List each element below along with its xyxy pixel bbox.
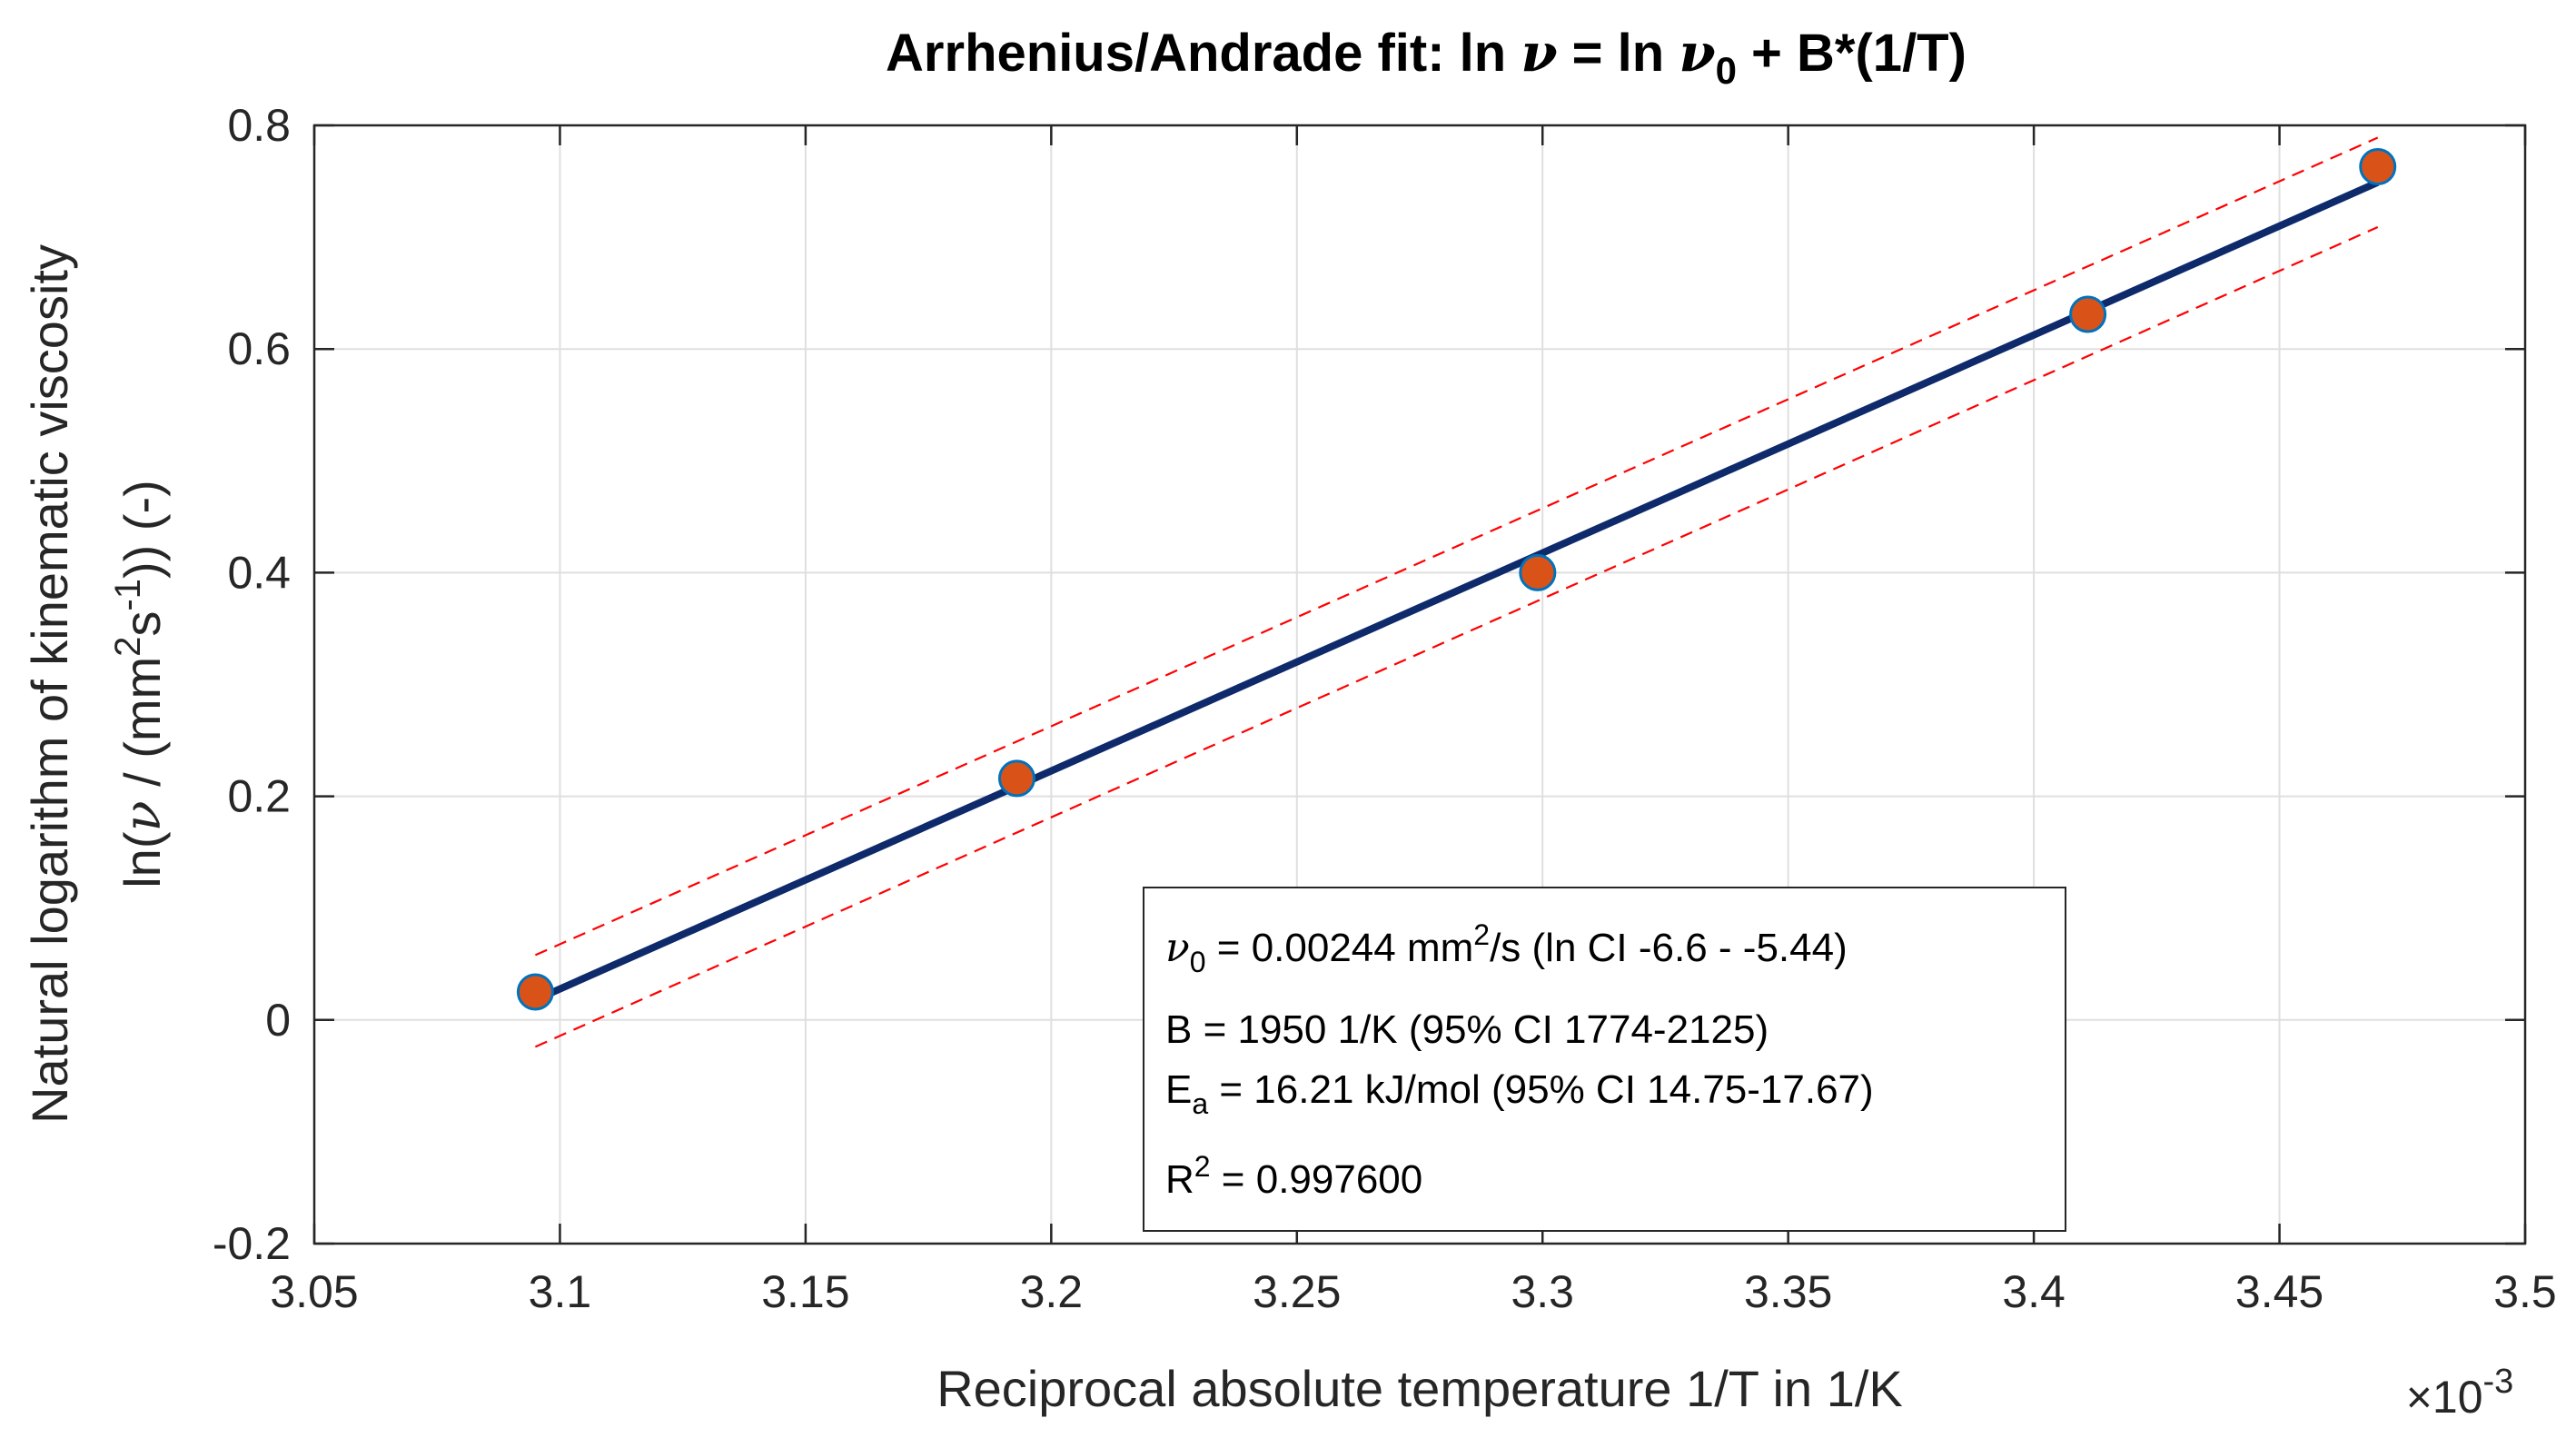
- data-point: [516, 973, 554, 1011]
- annotation-frame: [1143, 887, 2066, 1232]
- annotation-line-r2: R2 = 0.997600: [1165, 1150, 1422, 1202]
- ci-lower-line: [534, 226, 2379, 1048]
- y-tick-label: 0.2: [227, 771, 291, 822]
- plot-frame: [312, 124, 2527, 1245]
- y-tick-label: 0.6: [227, 323, 291, 374]
- y-axis-label-line2: ln(ν / (mm2s-1)) (-): [108, 480, 173, 888]
- x-axis-label: Reciprocal absolute temperature 1/T in 1…: [936, 1360, 1903, 1417]
- annotation-box: ν0 = 0.00244 mm2/s (ln CI -6.6 - -5.44) …: [1143, 887, 2066, 1232]
- x-tick-label: 3.25: [1253, 1266, 1341, 1317]
- ticks: [312, 124, 2527, 1245]
- x-tick-label: 3.5: [2493, 1266, 2557, 1317]
- annotation-line-nu0: ν0 = 0.00244 mm2/s (ln CI -6.6 - -5.44): [1165, 918, 1848, 978]
- data-point: [997, 759, 1035, 798]
- x-tick-label: 3.05: [270, 1266, 358, 1317]
- data-point: [2069, 295, 2107, 333]
- y-tick-label: -0.2: [213, 1218, 291, 1269]
- data-point: [2359, 148, 2397, 186]
- x-axis-exponent: ×10-3: [2406, 1363, 2514, 1423]
- data-point: [1519, 553, 1557, 591]
- x-tick-labels: 3.05 3.1 3.15 3.2 3.25 3.3 3.35 3.4 3.45 3.5: [270, 1266, 2556, 1317]
- annotation-line-b: B = 1950 1/K (95% CI 1774-2125): [1165, 1007, 1769, 1052]
- x-tick-label: 3.35: [1744, 1266, 1832, 1317]
- x-tick-label: 3.4: [2002, 1266, 2066, 1317]
- x-tick-label: 3.15: [761, 1266, 849, 1317]
- x-tick-label: 3.2: [1020, 1266, 1084, 1317]
- y-tick-label: 0.4: [227, 547, 291, 598]
- x-tick-label: 3.1: [529, 1266, 592, 1317]
- ci-upper-line: [534, 136, 2379, 957]
- x-tick-label: 3.3: [1511, 1266, 1574, 1317]
- annotation-line-ea: Ea = 16.21 kJ/mol (95% CI 14.75-17.67): [1165, 1067, 1874, 1120]
- series: [516, 136, 2397, 1048]
- chart-title: Arrhenius/Andrade fit: ln ν = ln ν0 + B*…: [886, 22, 1967, 92]
- y-tick-label: 0: [265, 995, 291, 1046]
- y-axis-label-line1: Natural logarithm of kinematic viscosity: [21, 244, 78, 1124]
- y-tick-label: 0.8: [227, 100, 291, 151]
- y-tick-labels: -0.2 0 0.2 0.4 0.6 0.8: [213, 100, 291, 1269]
- x-tick-label: 3.45: [2235, 1266, 2323, 1317]
